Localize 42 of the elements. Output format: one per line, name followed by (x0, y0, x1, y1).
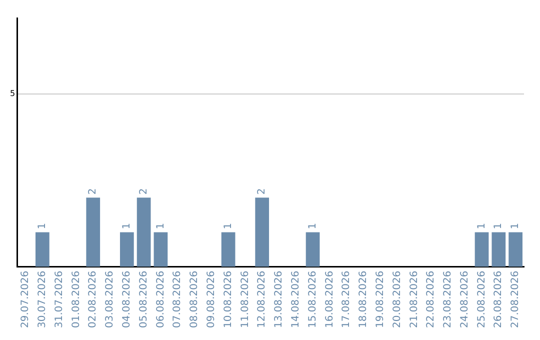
x-tick-label: 27.08.2026 (510, 270, 522, 328)
x-tick-label: 11.08.2026 (240, 270, 251, 328)
x-tick-label: 15.08.2026 (307, 270, 318, 328)
y-tick-label: 5 (10, 89, 16, 98)
x-tick-label: 20.08.2026 (392, 270, 403, 328)
data-label: 1 (510, 222, 522, 230)
x-tick-label: 07.08.2026 (172, 270, 184, 328)
x-tick-label: 05.08.2026 (138, 270, 150, 328)
x-tick-label: 09.08.2026 (206, 270, 217, 328)
x-tick-label: 29.07.2026 (20, 270, 32, 328)
x-tick-label: 22.08.2026 (426, 270, 437, 328)
x-tick-label: 14.08.2026 (290, 270, 302, 328)
x-tick-label: 19.08.2026 (374, 270, 386, 328)
data-label: 2 (256, 188, 268, 195)
x-tick-label: 25.08.2026 (476, 270, 488, 328)
data-label: 2 (88, 188, 99, 195)
data-label: 1 (37, 222, 48, 230)
x-tick-label: 17.08.2026 (341, 270, 352, 328)
x-tick-label: 23.08.2026 (442, 270, 454, 328)
x-tick-label: 02.08.2026 (88, 270, 99, 328)
x-tick-label: 10.08.2026 (222, 270, 234, 328)
data-label: 1 (307, 222, 318, 230)
x-tick-label: 16.08.2026 (324, 270, 336, 328)
data-label: 2 (138, 188, 150, 195)
x-tick-label: 06.08.2026 (155, 270, 166, 328)
x-tick-label: 18.08.2026 (358, 270, 370, 328)
x-tick-label: 04.08.2026 (122, 270, 133, 328)
x-tick-label: 21.08.2026 (408, 270, 420, 328)
x-tick-label: 08.08.2026 (189, 270, 200, 328)
x-tick-label: 24.08.2026 (459, 270, 470, 328)
x-tick-label: 03.08.2026 (104, 270, 116, 328)
data-label: 1 (122, 222, 133, 230)
data-label: 1 (476, 222, 488, 230)
x-tick-label: 31.07.2026 (54, 270, 65, 328)
data-label: 1 (493, 222, 504, 230)
x-tick-label: 30.07.2026 (37, 270, 48, 328)
data-label: 1 (155, 222, 166, 230)
x-tick-label: 26.08.2026 (493, 270, 504, 328)
data-label: 1 (222, 222, 234, 230)
x-tick-label: 13.08.2026 (274, 270, 285, 328)
x-tick-label: 12.08.2026 (256, 270, 268, 328)
x-tick-label: 01.08.2026 (70, 270, 82, 328)
